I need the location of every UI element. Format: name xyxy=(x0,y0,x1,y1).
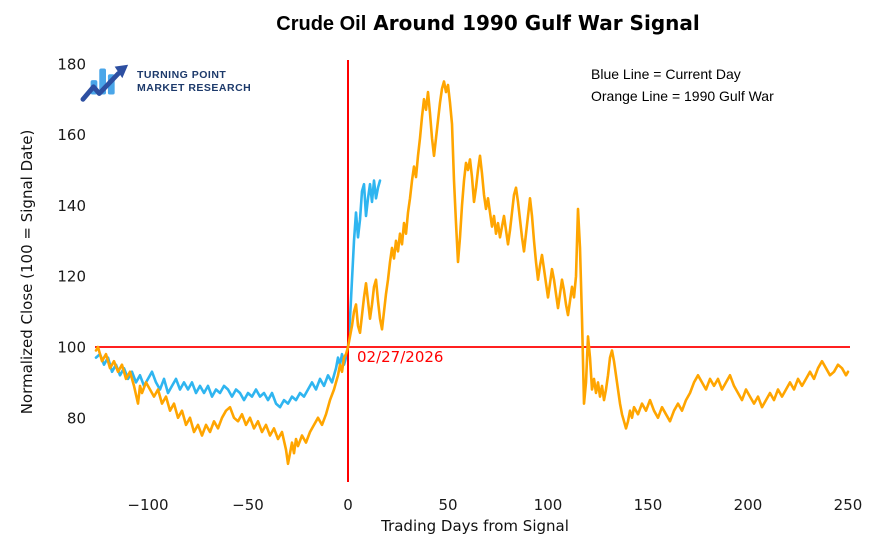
y-tick-label: 120 xyxy=(57,268,86,286)
y-tick-label: 100 xyxy=(57,339,86,357)
title-prefix: Crude Oil xyxy=(276,13,367,35)
logo-text-line1: TURNING POINT xyxy=(137,69,227,81)
legend-line-blue: Blue Line = Current Day xyxy=(591,66,741,82)
logo-mark xyxy=(80,64,129,102)
x-tick-label: 200 xyxy=(734,496,763,514)
series-current-day-line xyxy=(94,179,382,409)
y-tick-label: 180 xyxy=(57,55,86,73)
x-tick-label: 250 xyxy=(834,496,863,514)
signal-date-annotation: 02/27/2026 xyxy=(357,348,444,366)
x-tick-label: 0 xyxy=(343,496,353,514)
x-tick-label: 100 xyxy=(534,496,563,514)
x-tick-label: −50 xyxy=(232,496,264,514)
trend-arrow-icon xyxy=(80,64,129,102)
series-gulf-war-line xyxy=(94,80,850,466)
x-tick-label: 50 xyxy=(438,496,457,514)
y-tick-label: 140 xyxy=(57,197,86,215)
x-axis-label: Trading Days from Signal xyxy=(381,517,569,535)
x-tick-label: 150 xyxy=(634,496,663,514)
logo: TURNING POINT MARKET RESEARCH xyxy=(80,57,251,107)
y-tick-label: 80 xyxy=(67,409,86,427)
logo-text: TURNING POINT MARKET RESEARCH xyxy=(137,69,251,95)
y-tick-label: 160 xyxy=(57,126,86,144)
logo-text-line2: MARKET RESEARCH xyxy=(137,82,252,94)
title-suffix: Around 1990 Gulf War Signal xyxy=(373,11,700,35)
x-tick-label: −100 xyxy=(127,496,168,514)
page-title: Crude Oil Around 1990 Gulf War Signal xyxy=(106,11,870,36)
legend-line-orange: Orange Line = 1990 Gulf War xyxy=(591,88,774,104)
legend: Blue Line = Current Day Orange Line = 19… xyxy=(591,63,774,107)
